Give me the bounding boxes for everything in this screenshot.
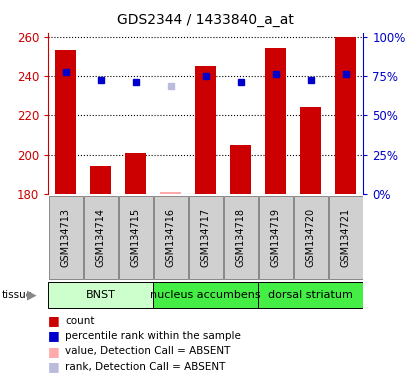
Bar xyxy=(90,166,111,194)
Bar xyxy=(258,282,363,308)
Bar xyxy=(160,192,181,194)
Text: BNST: BNST xyxy=(86,290,116,300)
Text: GSM134713: GSM134713 xyxy=(61,208,71,266)
Bar xyxy=(265,48,286,194)
Text: ■: ■ xyxy=(48,345,60,358)
Text: rank, Detection Call = ABSENT: rank, Detection Call = ABSENT xyxy=(65,362,226,372)
Text: GSM134715: GSM134715 xyxy=(131,208,141,266)
Text: GSM134720: GSM134720 xyxy=(306,208,316,266)
Text: GSM134714: GSM134714 xyxy=(96,208,106,266)
Text: ■: ■ xyxy=(48,360,60,373)
Text: ■: ■ xyxy=(48,314,60,327)
Text: GSM134718: GSM134718 xyxy=(236,208,246,266)
Text: GSM134719: GSM134719 xyxy=(271,208,281,266)
Bar xyxy=(259,196,293,279)
Bar xyxy=(230,145,251,194)
Text: dorsal striatum: dorsal striatum xyxy=(268,290,353,300)
Text: count: count xyxy=(65,316,94,326)
Bar xyxy=(49,196,83,279)
Text: value, Detection Call = ABSENT: value, Detection Call = ABSENT xyxy=(65,346,231,356)
Text: GDS2344 / 1433840_a_at: GDS2344 / 1433840_a_at xyxy=(117,13,294,27)
Text: ▶: ▶ xyxy=(27,288,37,301)
Text: nucleus accumbens: nucleus accumbens xyxy=(150,290,261,300)
Text: GSM134716: GSM134716 xyxy=(166,208,176,266)
Bar xyxy=(125,152,146,194)
Bar xyxy=(84,196,118,279)
Text: percentile rank within the sample: percentile rank within the sample xyxy=(65,331,241,341)
Bar xyxy=(195,66,216,194)
Bar xyxy=(335,36,356,194)
Text: tissue: tissue xyxy=(2,290,33,300)
Bar xyxy=(224,196,257,279)
Bar xyxy=(48,282,153,308)
Bar xyxy=(294,196,328,279)
Bar xyxy=(55,50,76,194)
Bar xyxy=(153,282,258,308)
Bar xyxy=(329,196,362,279)
Text: GSM134717: GSM134717 xyxy=(201,208,211,266)
Text: ■: ■ xyxy=(48,329,60,343)
Bar xyxy=(154,196,188,279)
Bar xyxy=(300,108,321,194)
Text: GSM134721: GSM134721 xyxy=(341,208,351,266)
Bar xyxy=(189,196,223,279)
Bar xyxy=(119,196,152,279)
